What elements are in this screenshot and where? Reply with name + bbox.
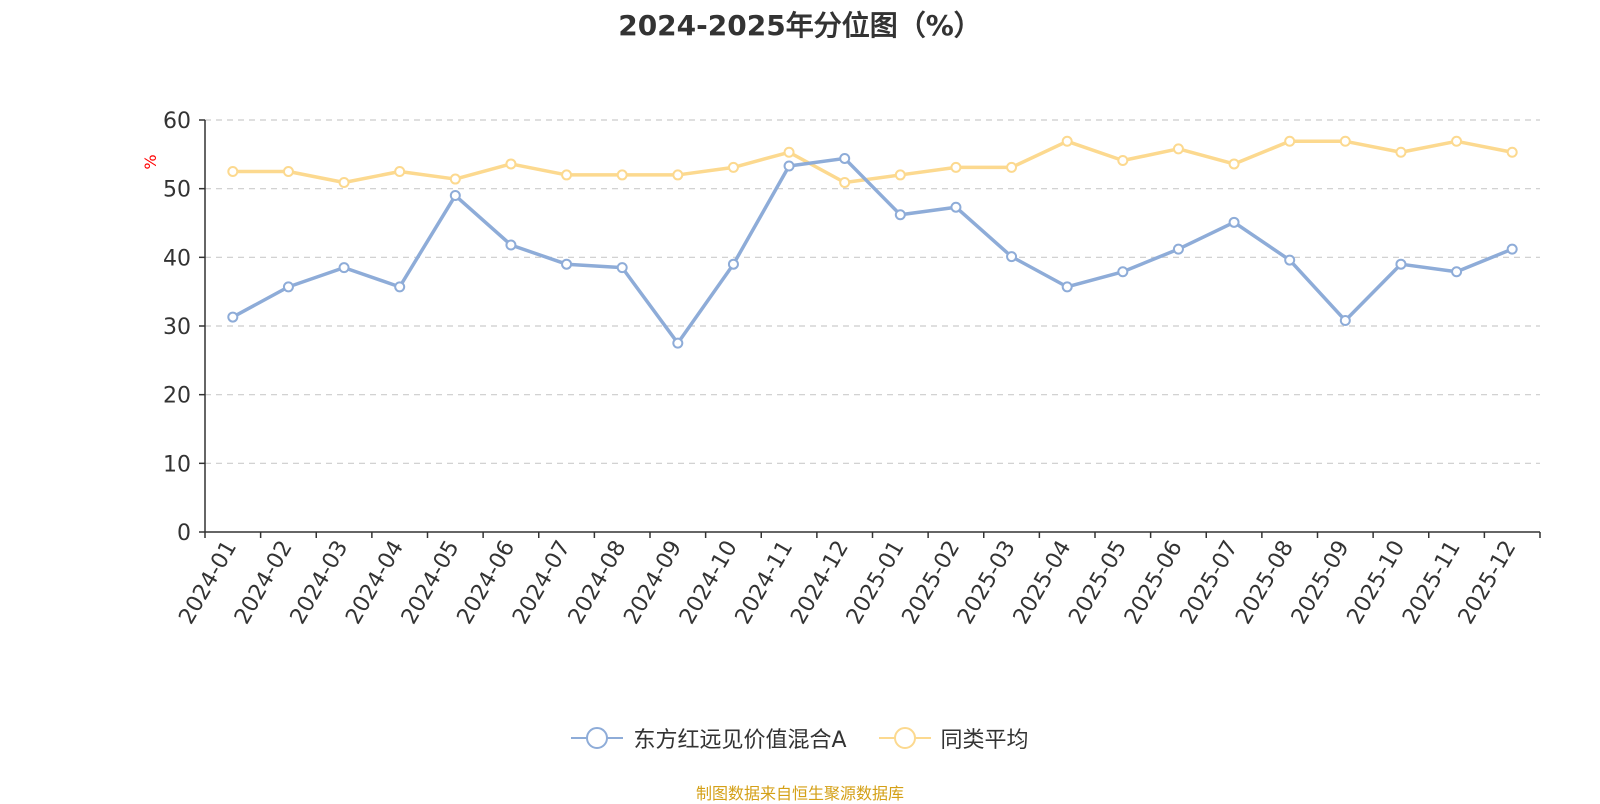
data-point[interactable] bbox=[616, 262, 628, 274]
data-point[interactable] bbox=[839, 176, 851, 188]
data-point[interactable] bbox=[783, 146, 795, 158]
data-point[interactable] bbox=[1506, 243, 1518, 255]
data-point[interactable] bbox=[950, 201, 962, 213]
y-tick-label: 50 bbox=[163, 178, 191, 203]
data-point[interactable] bbox=[1395, 146, 1407, 158]
legend-label-fund: 东方红远见价值混合A bbox=[633, 728, 847, 753]
data-point[interactable] bbox=[227, 166, 239, 177]
data-point[interactable] bbox=[1117, 155, 1129, 167]
series-line-0 bbox=[231, 156, 1513, 345]
data-point[interactable] bbox=[449, 190, 461, 202]
data-point[interactable] bbox=[282, 166, 294, 177]
data-point[interactable] bbox=[672, 169, 684, 181]
data-point[interactable] bbox=[338, 262, 350, 274]
data-point[interactable] bbox=[1061, 135, 1073, 147]
data-point[interactable] bbox=[616, 169, 628, 181]
data-point[interactable] bbox=[338, 176, 350, 188]
data-point[interactable] bbox=[1172, 243, 1184, 255]
legend-marker-category-average bbox=[878, 727, 931, 749]
data-point[interactable] bbox=[1339, 315, 1351, 327]
data-point[interactable] bbox=[1006, 251, 1018, 263]
y-tick-label: 30 bbox=[163, 315, 191, 340]
data-point[interactable] bbox=[1284, 135, 1296, 147]
data-point[interactable] bbox=[1117, 266, 1129, 278]
data-point[interactable] bbox=[727, 258, 739, 270]
series bbox=[227, 135, 1518, 349]
y-tick-label: 10 bbox=[163, 452, 191, 477]
data-point[interactable] bbox=[227, 311, 239, 323]
data-point[interactable] bbox=[1339, 135, 1351, 147]
y-axis-label: % bbox=[141, 154, 160, 169]
data-point[interactable] bbox=[839, 152, 851, 164]
y-tick-label: 0 bbox=[177, 521, 191, 546]
data-point[interactable] bbox=[1172, 143, 1184, 155]
data-point[interactable] bbox=[505, 239, 517, 251]
data-point[interactable] bbox=[1451, 266, 1463, 278]
data-point[interactable] bbox=[672, 337, 684, 349]
data-point[interactable] bbox=[1061, 281, 1073, 293]
data-point[interactable] bbox=[894, 209, 906, 221]
legend-item-fund[interactable]: 东方红远见价值混合A bbox=[571, 722, 847, 754]
data-point[interactable] bbox=[394, 281, 406, 293]
series-line-1 bbox=[232, 139, 1513, 185]
y-tick-label: 60 bbox=[163, 109, 191, 134]
data-point[interactable] bbox=[561, 169, 573, 181]
data-point[interactable] bbox=[1006, 161, 1018, 173]
legend-marker-fund bbox=[571, 727, 624, 749]
data-point[interactable] bbox=[1284, 254, 1296, 266]
data-point[interactable] bbox=[1228, 216, 1240, 228]
chart-title: 2024-2025年分位图（%） bbox=[618, 9, 982, 42]
data-point[interactable] bbox=[727, 161, 739, 173]
grid-lines bbox=[205, 119, 1540, 464]
data-point[interactable] bbox=[282, 281, 294, 293]
data-point[interactable] bbox=[1395, 258, 1407, 270]
data-point[interactable] bbox=[561, 258, 573, 270]
data-point[interactable] bbox=[1228, 158, 1240, 170]
legend-item-category-average[interactable]: 同类平均 bbox=[878, 722, 1029, 754]
y-tick-label: 20 bbox=[163, 384, 191, 409]
y-tick-label: 40 bbox=[163, 246, 191, 271]
data-point[interactable] bbox=[505, 158, 517, 170]
data-point[interactable] bbox=[449, 173, 461, 185]
data-point[interactable] bbox=[1506, 146, 1518, 158]
legend: 东方红远见价值混合A 同类平均 bbox=[0, 722, 1600, 754]
data-point[interactable] bbox=[894, 169, 906, 181]
axes: 0102030405060%2024-012024-022024-032024-… bbox=[141, 109, 1541, 629]
source-note: 制图数据来自恒生聚源数据库 bbox=[695, 784, 904, 803]
data-point[interactable] bbox=[950, 161, 962, 173]
data-point[interactable] bbox=[394, 166, 406, 177]
data-point[interactable] bbox=[1451, 135, 1463, 147]
legend-label-category-average: 同类平均 bbox=[940, 728, 1029, 753]
data-point[interactable] bbox=[783, 160, 795, 172]
